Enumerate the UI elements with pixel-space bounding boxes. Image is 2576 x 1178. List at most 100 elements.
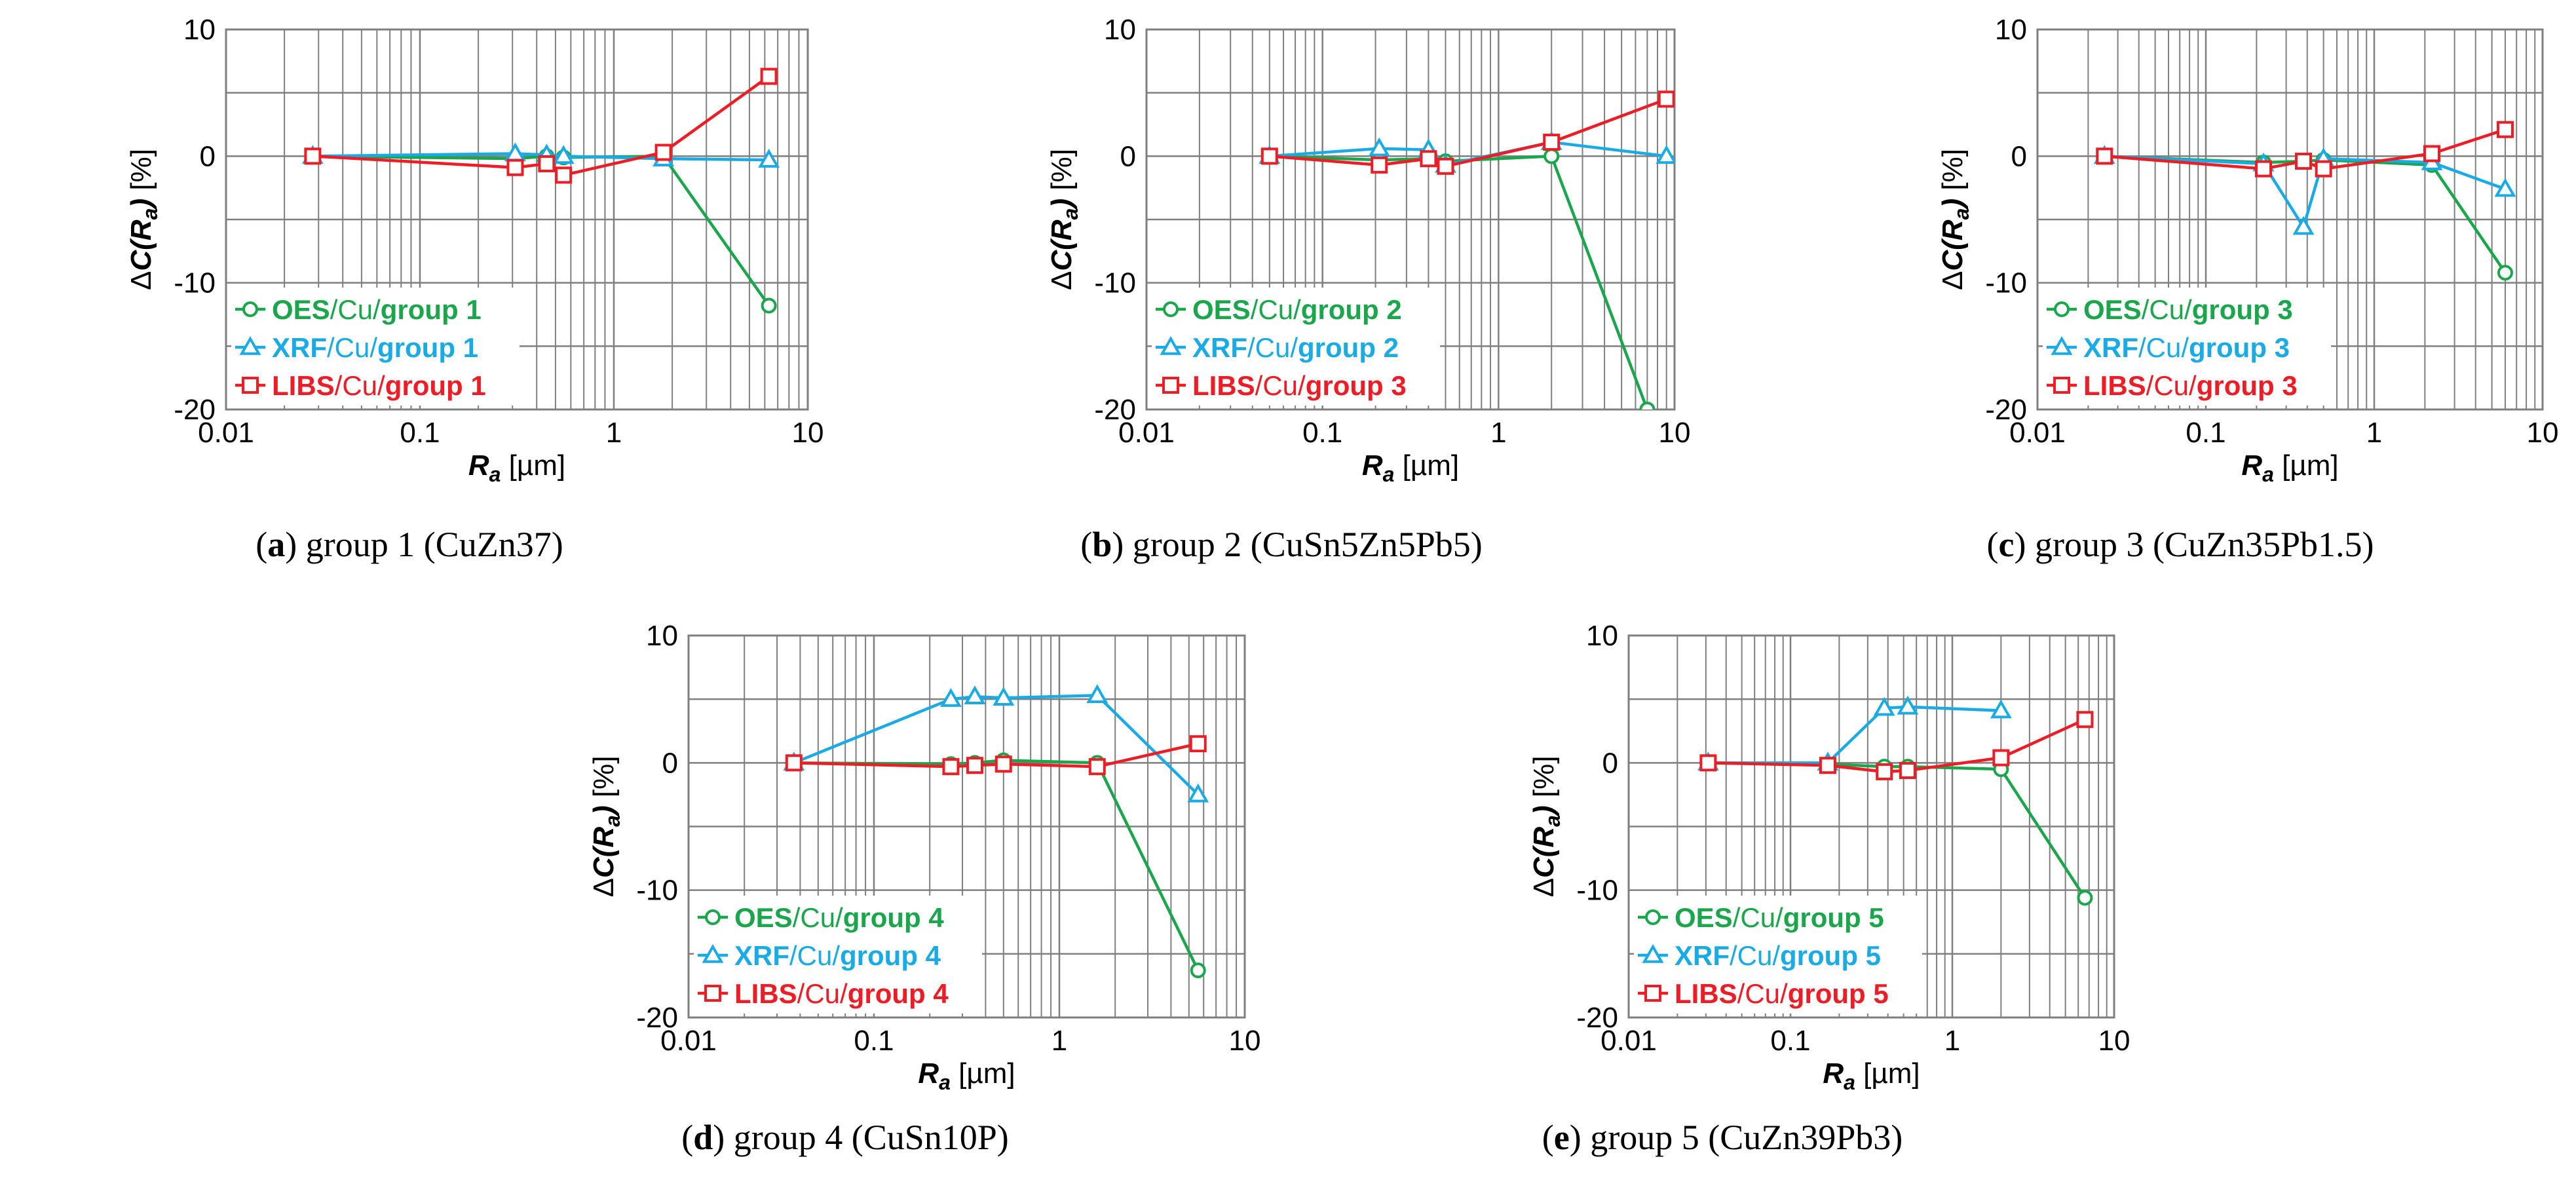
y-tick-label: 10 (646, 620, 678, 652)
legend-marker-xrf (702, 943, 724, 963)
y-tick-label: -10 (1985, 267, 2027, 299)
legend: OES/Cu/group 2 XRF/Cu/group 2 LIBS/Cu/grou… (1152, 288, 1440, 406)
caption-d: (d) group 4 (CuSn10P) (681, 1118, 1009, 1157)
legend-marker-libs (242, 377, 259, 394)
x-axis-title: Ra [µm] (1362, 449, 1459, 486)
y-tick-label: 0 (1602, 747, 1618, 779)
data-point-xrf (1656, 145, 1675, 164)
y-axis-title: ΔC(Ra) [%] (1937, 149, 1973, 290)
y-tick-label: -10 (1094, 267, 1136, 299)
x-tick-label: 1 (1051, 1025, 1067, 1057)
series-line-xrf (1708, 705, 2001, 765)
caption-b-text: group 2 (CuSn5Zn5Pb5) (1132, 525, 1483, 564)
data-point-libs (2096, 147, 2113, 165)
data-point-libs (1876, 763, 1893, 780)
caption-d-text: group 4 (CuSn10P) (733, 1118, 1009, 1157)
y-axis-title: ΔC(Ra) [%] (1046, 149, 1082, 290)
legend-label-oes: OES/Cu/group 1 (272, 294, 482, 325)
legend-label-libs: LIBS/Cu/group 3 (2083, 370, 2298, 401)
x-tick-label: 0.1 (854, 1025, 894, 1057)
data-point-libs (1189, 735, 1207, 753)
plot-frame (2036, 28, 2544, 411)
y-tick-label: -10 (1576, 875, 1618, 907)
legend-background (1152, 288, 1440, 406)
x-tick-label: 10 (2098, 1025, 2131, 1057)
chart-panel-b: -20 -10 0 10 0.01 0.1 1 10 Ra [µm] ΔC(Ra) [%] OES/… (1046, 14, 1690, 486)
legend-marker-oes (242, 301, 258, 317)
legend: OES/Cu/group 5 XRF/Cu/group 5 LIBS/Cu/grou… (1634, 896, 1922, 1014)
data-point-libs (1420, 150, 1437, 168)
legend-label-oes: OES/Cu/group 5 (1675, 902, 1884, 933)
data-point-libs (1437, 157, 1454, 175)
data-point-libs (2076, 711, 2094, 729)
legend-background (231, 288, 520, 406)
x-axis-title: Ra [µm] (2241, 449, 2338, 486)
x-tick-label: 10 (1659, 417, 1691, 449)
legend-marker-libs (1644, 985, 1661, 1002)
x-tick-label: 0.01 (1118, 417, 1175, 449)
y-tick-label: -10 (174, 267, 216, 299)
data-point-libs (1899, 761, 1916, 779)
plot-frame (1627, 634, 2115, 1019)
series-line-xrf (793, 694, 1200, 796)
data-point-libs (1699, 754, 1717, 772)
data-point-libs (304, 147, 322, 165)
y-tick-label: 0 (1120, 140, 1136, 172)
y-tick-label: 10 (1586, 620, 1618, 652)
legend-label-xrf: XRF/Cu/group 4 (734, 940, 941, 971)
data-point-libs (785, 754, 803, 772)
caption-a-letter: a (267, 525, 286, 564)
legend-label-libs: LIBS/Cu/group 1 (272, 370, 486, 401)
legend-label-oes: OES/Cu/group 2 (1192, 294, 1402, 325)
chart-panel-c: -20 -10 0 10 0.01 0.1 1 10 Ra [µm] ΔC(Ra) [%] OES/… (1937, 14, 2558, 486)
data-point-xrf (552, 145, 575, 164)
legend-marker-xrf (1642, 943, 1664, 963)
caption-e-letter: e (1553, 1118, 1570, 1157)
y-tick-label: 10 (1995, 14, 2027, 46)
legend-label-xrf: XRF/Cu/group 3 (2083, 332, 2290, 363)
series-line-libs (2104, 128, 2506, 170)
legend-marker-oes (1645, 909, 1661, 925)
caption-d-letter: d (693, 1118, 713, 1157)
series-group (301, 67, 780, 314)
data-point-xrf (1368, 137, 1390, 157)
legend-marker-oes (2054, 301, 2070, 317)
data-point-libs (506, 159, 524, 176)
data-point-oes (1639, 402, 1656, 409)
chart-panel-a: -20 -10 0 10 0.01 0.1 1 10 Ra [µm] ΔC(Ra) [%] OES/… (125, 14, 824, 486)
y-tick-label: 10 (1104, 14, 1136, 46)
x-axis-title: Ra [µm] (468, 449, 565, 486)
data-point-libs (760, 67, 778, 85)
y-axis-title: ΔC(Ra) [%] (125, 149, 162, 290)
y-tick-label: 10 (183, 14, 216, 46)
legend-label-oes: OES/Cu/group 4 (734, 902, 944, 933)
x-tick-label: 0.1 (1770, 1025, 1810, 1057)
series-line-oes (1708, 761, 2087, 899)
legend-marker-xrf (2051, 335, 2073, 355)
legend-label-oes: OES/Cu/group 3 (2083, 294, 2293, 325)
series-line-libs (1269, 98, 1667, 168)
data-point-oes (1190, 962, 1206, 979)
legend: OES/Cu/group 1 XRF/Cu/group 1 LIBS/Cu/grou… (231, 288, 520, 406)
x-tick-label: 0.01 (2009, 417, 2066, 449)
data-point-oes (1544, 148, 1560, 164)
legend-label-xrf: XRF/Cu/group 2 (1192, 332, 1399, 363)
series-line-libs (793, 742, 1199, 769)
caption-a-text: group 1 (CuZn37) (305, 525, 563, 564)
x-tick-label: 0.1 (1302, 417, 1342, 449)
y-axis-title: ΔC(Ra) [%] (588, 756, 624, 898)
series-group (1697, 695, 2094, 906)
data-point-libs (1371, 156, 1388, 174)
series-line-oes (2104, 155, 2507, 274)
data-point-libs (555, 166, 573, 184)
legend-marker-xrf (1160, 335, 1182, 355)
data-point-libs (1992, 749, 2010, 767)
y-tick-label: -20 (174, 394, 216, 426)
data-point-xrf (2292, 216, 2315, 235)
caption-c-text: group 3 (CuZn35Pb1.5) (2034, 525, 2374, 564)
y-axis-title: ΔC(Ra) [%] (1528, 756, 1564, 898)
data-point-libs (942, 758, 960, 776)
x-tick-label: 0.01 (1601, 1025, 1657, 1057)
series-group (783, 684, 1209, 979)
